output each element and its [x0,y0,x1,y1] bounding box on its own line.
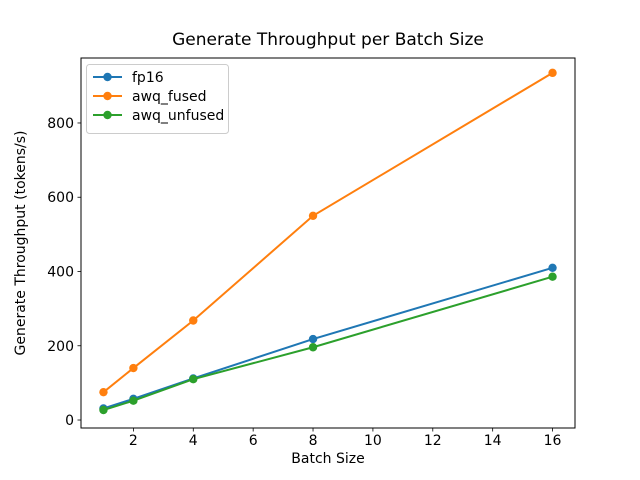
x-tick-label: 10 [364,433,382,449]
legend-box [86,64,229,134]
legend-label-fp16: fp16 [132,70,164,86]
y-tick-label: 400 [47,264,74,280]
x-tick-label: 14 [484,433,502,449]
data-point-awq_fused-x4 [189,316,198,325]
legend-marker-fp16 [103,72,112,82]
x-tick-label: 6 [249,433,258,449]
data-point-awq_fused-x16 [548,68,557,78]
x-tick-label: 12 [424,433,442,449]
y-axis-ticks: 0 200 400 600 800 [47,116,81,429]
y-tick-label: 600 [47,190,74,206]
x-tick-label: 8 [309,433,318,449]
plot-area [80,57,576,429]
data-point-awq_unfused-x2 [129,396,138,405]
data-point-fp16-x8 [308,334,318,344]
legend-label-awq_fused: awq_fused [132,89,207,105]
chart-title: Generate Throughput per Batch Size [172,30,484,50]
x-tick-label: 4 [189,433,198,449]
data-point-awq_fused-x1 [99,387,108,397]
data-series [99,68,557,415]
data-point-awq_unfused-x16 [548,272,557,281]
data-point-awq_fused-x8 [308,211,318,221]
data-point-fp16-x16 [548,263,557,272]
y-tick-label: 800 [47,116,74,132]
y-axis-label: Generate Throughput (tokens/s) [13,131,29,356]
x-tick-label: 16 [544,433,562,449]
legend: fp16 awq_fused awq_unfused [86,64,229,134]
data-point-awq_fused-x2 [129,363,138,373]
x-tick-label: 2 [129,433,138,449]
legend-marker-awq_fused [103,91,112,101]
data-point-awq_unfused-x4 [189,374,198,384]
data-point-awq_unfused-x8 [308,343,318,352]
legend-label-awq_unfused: awq_unfused [132,108,224,124]
y-tick-label: 0 [65,413,74,429]
data-point-awq_unfused-x1 [99,405,108,415]
y-tick-label: 200 [47,339,74,355]
series-line-awq_unfused [103,275,553,411]
x-axis-label: Batch Size [291,451,364,467]
x-axis-ticks: 2 4 6 8 10 12 14 16 [129,428,562,449]
legend-marker-awq_unfused [103,110,112,120]
